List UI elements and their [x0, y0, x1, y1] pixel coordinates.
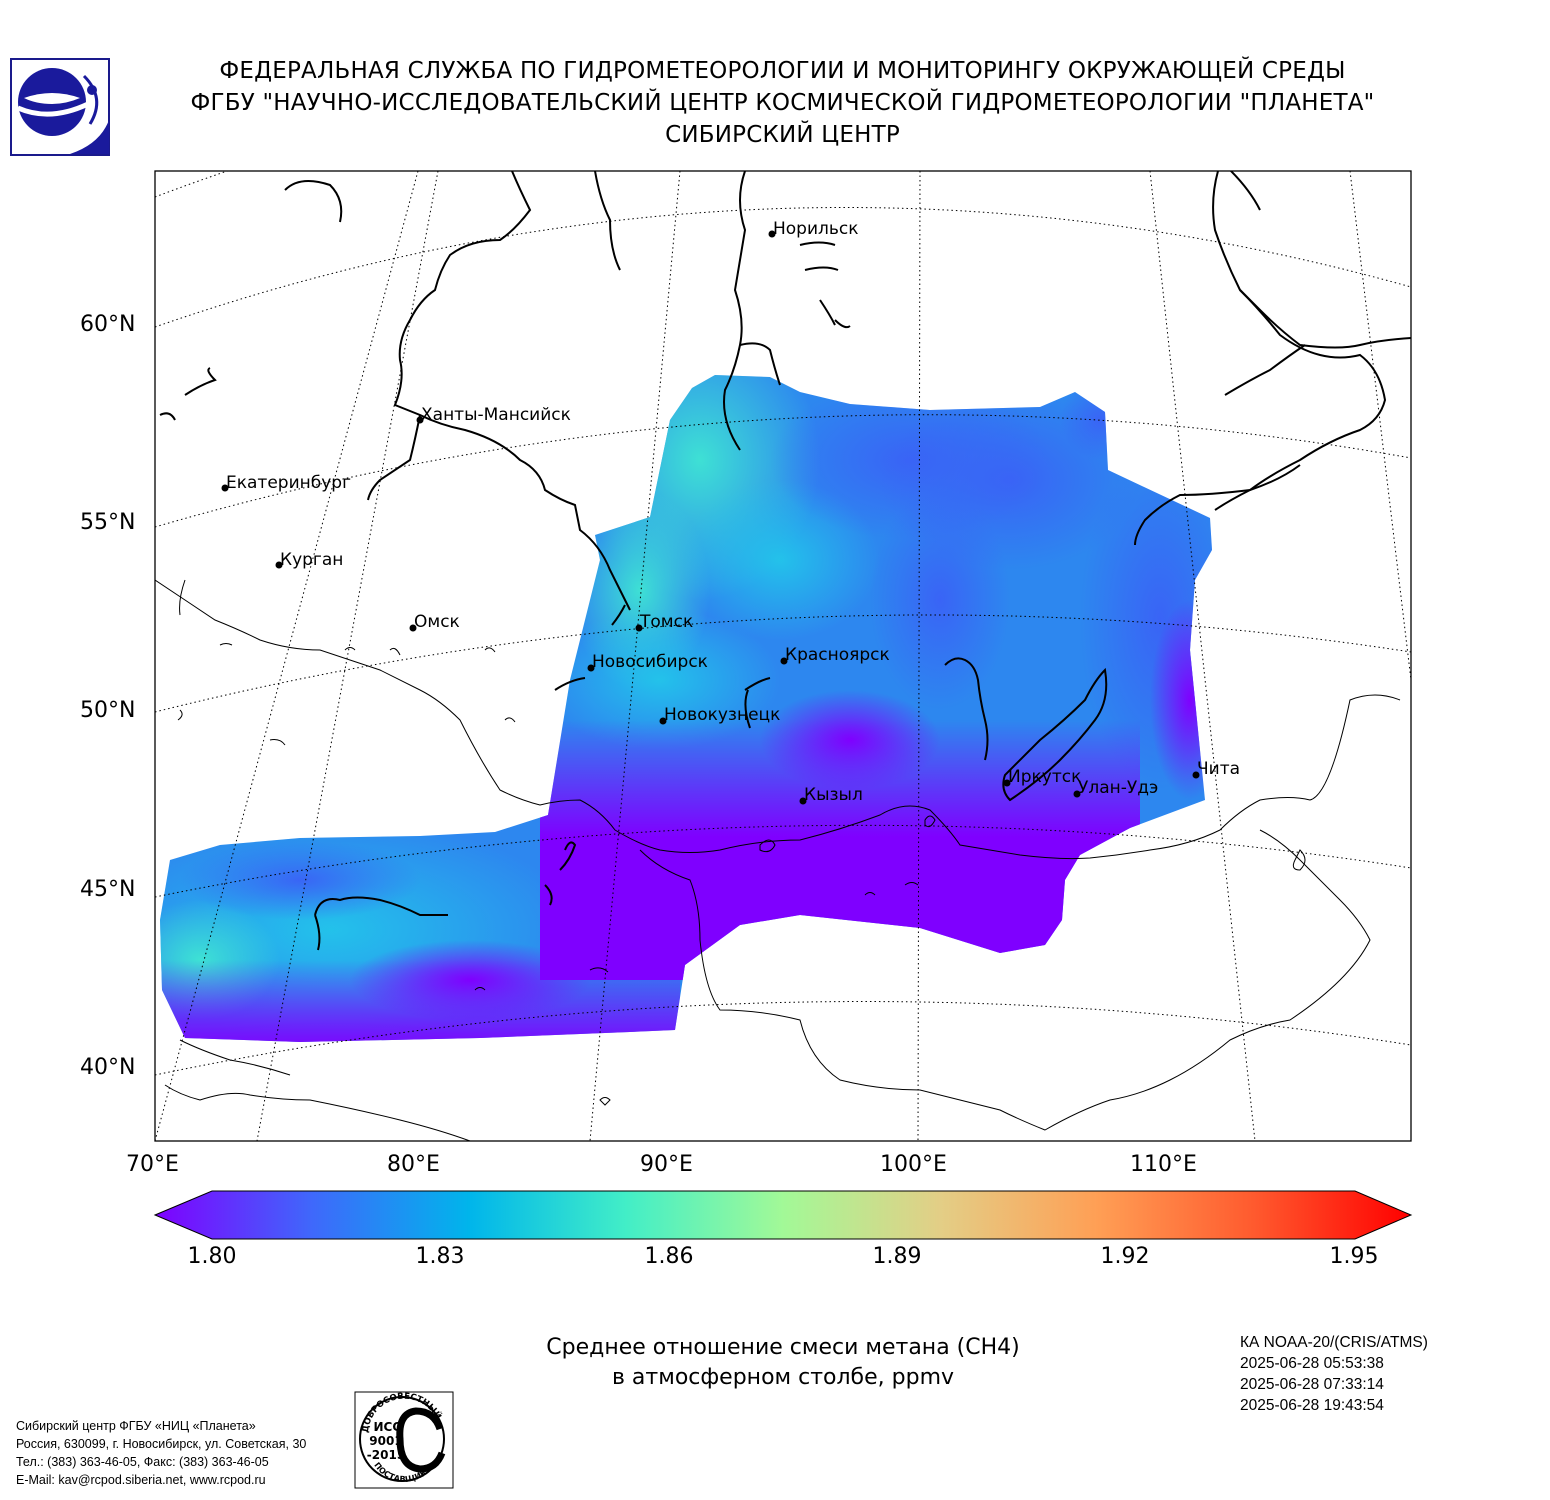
iso-mid-1: ИСО — [373, 1420, 402, 1434]
city-novokuznetsk: Новокузнецк — [659, 705, 780, 725]
rivers — [159, 171, 1411, 951]
header-line-2: ФГБУ "НАУЧНО-ИССЛЕДОВАТЕЛЬСКИЙ ЦЕНТР КОС… — [190, 90, 1375, 116]
lat-label-55: 55°N — [80, 510, 136, 535]
city-label: Екатеринбург — [226, 473, 351, 493]
footer-street: Россия, 630099, г. Новосибирск, ул. Сове… — [16, 1437, 307, 1451]
methane-field — [160, 375, 1212, 1042]
city-markers: Норильск Ханты-Мансийск Екатеринбург Кур… — [221, 219, 1240, 805]
city-label: Красноярск — [785, 645, 890, 665]
caption-line-1: Среднее отношение смеси метана (CH4) — [546, 1335, 1020, 1360]
lat-label-45: 45°N — [80, 877, 136, 902]
city-omsk: Омск — [409, 612, 460, 632]
city-khanty-mansiysk: Ханты-Мансийск — [416, 405, 571, 425]
satellite-name: КА NOAA-20/(CRIS/ATMS) — [1240, 1334, 1428, 1351]
lon-label-70: 70°E — [126, 1152, 179, 1177]
map-caption: Среднее отношение смеси метана (CH4) в а… — [433, 1333, 1133, 1393]
city-label: Новокузнецк — [664, 705, 780, 725]
iso-mid-3: -2015 — [367, 1448, 405, 1462]
lat-label-40: 40°N — [80, 1055, 136, 1080]
city-label: Курган — [280, 550, 343, 570]
lon-label-110: 110°E — [1130, 1152, 1197, 1177]
colorbar-tick-2: 1.86 — [644, 1244, 694, 1269]
lat-label-60: 60°N — [80, 312, 136, 337]
methane-map: Норильск Ханты-Мансийск Екатеринбург Кур… — [154, 170, 1412, 1142]
city-yekaterinburg: Екатеринбург — [221, 473, 351, 493]
city-label: Улан-Удэ — [1078, 778, 1158, 798]
footer-org: Сибирский центр ФГБУ «НИЦ «Планета» — [16, 1419, 256, 1433]
colorbar-tick-1: 1.83 — [415, 1244, 465, 1269]
city-tomsk: Томск — [635, 612, 693, 632]
colorbar — [153, 1190, 1413, 1240]
borders — [155, 579, 1401, 1141]
iso-badge-icon: ДОБРОСОВЕСТНЫЙ ПОСТАВЩИК ИСО 9001 -2015 — [354, 1391, 454, 1489]
footer-address: Сибирский центр ФГБУ «НИЦ «Планета» Росс… — [16, 1417, 306, 1489]
lon-label-80: 80°E — [387, 1152, 440, 1177]
parallels — [155, 171, 1411, 1076]
city-kyzyl: Кызыл — [799, 785, 863, 805]
colorbar-bar — [153, 1190, 1413, 1240]
colorbar-tick-0: 1.80 — [187, 1244, 237, 1269]
city-chita: Чита — [1192, 759, 1240, 779]
header-line-3: СИБИРСКИЙ ЦЕНТР — [665, 122, 900, 148]
lon-label-90: 90°E — [640, 1152, 693, 1177]
satellite-time-2: 2025-06-28 07:33:14 — [1240, 1376, 1384, 1393]
header-line-1: ФЕДЕРАЛЬНАЯ СЛУЖБА ПО ГИДРОМЕТЕОРОЛОГИИ … — [219, 58, 1346, 84]
footer-phone: Тел.: (383) 363-46-05, Факс: (383) 363-4… — [16, 1455, 269, 1469]
footer-email[interactable]: E-Mail: kav@rcpod.siberia.net, www.rcpod… — [16, 1473, 266, 1487]
city-label: Томск — [639, 612, 693, 632]
city-label: Чита — [1197, 759, 1240, 779]
city-kurgan: Курган — [275, 550, 343, 570]
city-label: Ханты-Мансийск — [421, 405, 571, 425]
colorbar-tick-5: 1.95 — [1329, 1244, 1379, 1269]
lat-label-50: 50°N — [80, 698, 136, 723]
city-norilsk: Норильск — [768, 219, 859, 239]
city-label: Омск — [414, 612, 460, 632]
colorbar-tick-4: 1.92 — [1100, 1244, 1150, 1269]
lon-label-100: 100°E — [880, 1152, 947, 1177]
city-irkutsk: Иркутск — [1003, 767, 1081, 787]
satellite-time-1: 2025-06-28 05:53:38 — [1240, 1355, 1384, 1372]
meridians — [155, 171, 1411, 1141]
city-ulan-ude: Улан-Удэ — [1073, 778, 1158, 798]
satellite-time-3: 2025-06-28 19:43:54 — [1240, 1397, 1384, 1414]
colorbar-tick-3: 1.89 — [872, 1244, 922, 1269]
satellite-info: КА NOAA-20/(CRIS/ATMS) 2025-06-28 05:53:… — [1240, 1332, 1428, 1416]
city-krasnoyarsk: Красноярск — [780, 645, 890, 665]
iso-mid-2: 9001 — [369, 1434, 402, 1448]
city-label: Кызыл — [804, 785, 863, 805]
caption-line-2: в атмосферном столбе, ppmv — [611, 1365, 955, 1390]
city-label: Иркутск — [1008, 767, 1081, 787]
planeta-logo-icon — [10, 58, 110, 156]
city-novosibirsk: Новосибирск — [587, 652, 708, 672]
city-label: Новосибирск — [592, 652, 708, 672]
city-label: Норильск — [773, 219, 859, 239]
